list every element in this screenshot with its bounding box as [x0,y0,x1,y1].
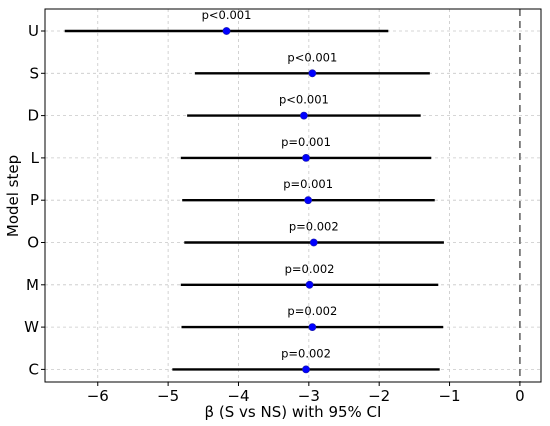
estimate-rows: p<0.001 p<0.001 p<0.001 p=0.001 p=0.001 p=0.0… [64,8,444,374]
estimate-point-O [309,238,318,247]
x-axis-title: β (S vs NS) with 95% CI [205,403,382,421]
estimate-point-L [302,153,310,162]
y-tick-label: L [31,149,40,167]
y-tick-label: W [24,318,39,336]
x-tick-label: −6 [87,387,109,405]
y-tick-label: U [28,22,39,40]
y-tick-label: M [26,276,39,294]
p-value-label-S: p<0.001 [287,50,337,64]
p-value-label-P: p=0.001 [283,177,333,191]
plot-frame [44,8,542,383]
p-value-label-M: p=0.002 [285,262,335,276]
y-axis-title: Model step [4,155,22,237]
estimate-point-P [304,196,313,205]
p-value-label-U: p<0.001 [202,8,252,22]
y-axis-ticks: U S D L P O M W C [24,22,45,378]
estimate-point-S [308,69,317,78]
p-value-label-O: p=0.002 [289,220,339,234]
y-tick-label: P [30,191,39,209]
x-tick-label: 0 [515,387,525,405]
estimate-point-C [302,365,310,374]
y-tick-label: S [29,64,39,82]
estimate-point-D [300,111,308,120]
p-value-label-W: p=0.002 [287,304,337,318]
estimate-point-M [305,280,314,289]
y-tick-label: D [27,107,39,125]
estimate-point-U [222,27,231,35]
p-value-label-C: p=0.002 [281,346,331,360]
p-value-label-L: p=0.001 [281,135,331,149]
y-tick-label: O [27,234,39,252]
x-tick-label: −2 [368,387,390,405]
estimate-point-W [308,323,317,331]
x-tick-label: −4 [227,387,249,405]
y-tick-label: C [29,360,39,378]
p-value-label-D: p<0.001 [279,93,329,107]
x-tick-label: −1 [438,387,460,405]
x-tick-label: −5 [157,387,179,405]
x-tick-label: −3 [298,387,320,405]
x-axis-ticks: −6 −5 −4 −3 −2 −1 0 [87,382,525,405]
